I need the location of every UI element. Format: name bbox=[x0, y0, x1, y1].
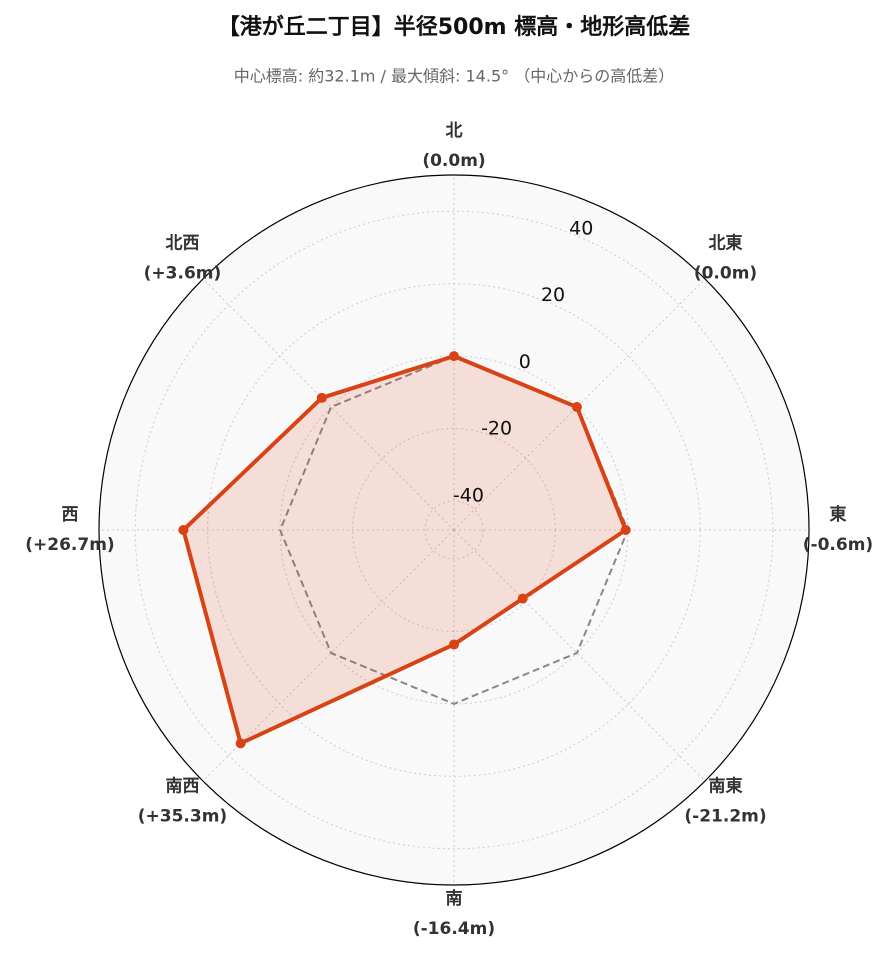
spoke bbox=[202, 529, 455, 782]
category-label: 北西 bbox=[165, 233, 199, 253]
category-label: 南東 bbox=[709, 776, 743, 797]
value-label: (-0.6m) bbox=[803, 535, 873, 555]
point bbox=[449, 351, 459, 362]
point bbox=[235, 738, 246, 749]
point bbox=[571, 402, 582, 413]
value-label: (-21.2m) bbox=[684, 807, 766, 827]
value-label: (+3.6m) bbox=[144, 263, 222, 283]
r-tick-label: 0 bbox=[519, 351, 531, 373]
r-tick-label: 20 bbox=[541, 284, 565, 306]
point bbox=[178, 525, 189, 535]
category-label: 東 bbox=[830, 504, 847, 525]
r-tick-label: -20 bbox=[481, 418, 512, 440]
category-label: 北 bbox=[446, 121, 463, 141]
grid-circle bbox=[424, 500, 484, 560]
point bbox=[316, 392, 327, 403]
spoke bbox=[453, 278, 706, 531]
value-label: (+35.3m) bbox=[138, 807, 227, 827]
grid-circle bbox=[352, 428, 556, 632]
grid-circle bbox=[207, 283, 701, 777]
value-label: (+26.7m) bbox=[25, 535, 114, 555]
outer-ring bbox=[98, 174, 810, 886]
category-label: 南 bbox=[446, 888, 463, 909]
category-label: 南西 bbox=[165, 776, 199, 797]
point bbox=[449, 639, 459, 650]
spoke bbox=[202, 278, 455, 531]
chart-title: 【港が丘二丁目】半径500m 標高・地形高低差 bbox=[218, 14, 691, 40]
spoke bbox=[453, 529, 706, 782]
category-label: 北東 bbox=[709, 232, 743, 253]
value-label: (0.0m) bbox=[694, 263, 757, 283]
r-tick-label: 40 bbox=[569, 218, 593, 240]
value-label: (-16.4m) bbox=[413, 919, 495, 939]
r-tick-label: -40 bbox=[453, 484, 484, 506]
chart-subtitle: 中心標高: 約32.1m / 最大傾斜: 14.5° （中心からの高低差） bbox=[234, 67, 674, 86]
category-label: 西 bbox=[62, 505, 79, 525]
value-label: (0.0m) bbox=[422, 151, 485, 171]
point bbox=[517, 593, 528, 604]
point bbox=[620, 525, 631, 535]
grid-circle bbox=[134, 210, 774, 850]
